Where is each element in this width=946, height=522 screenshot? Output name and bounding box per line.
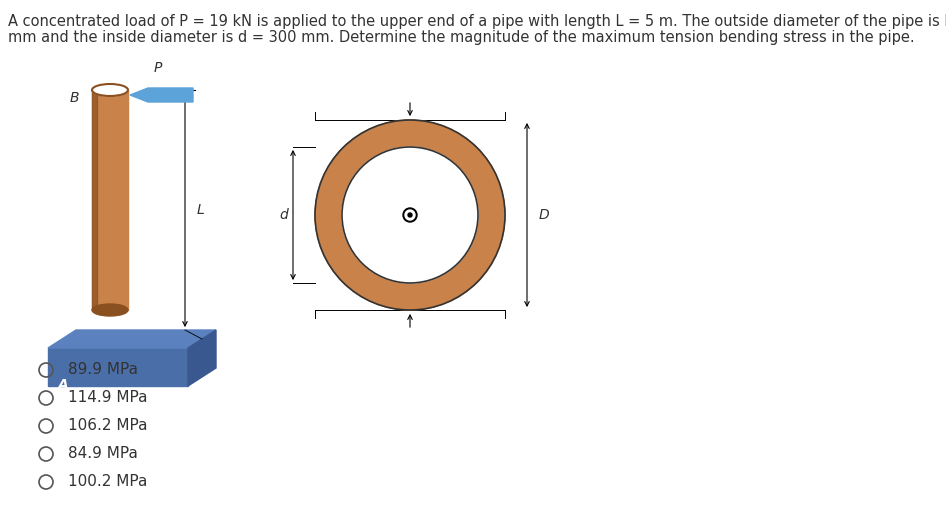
Text: A: A [58, 378, 69, 392]
Text: A concentrated load of P = 19 kN is applied to the upper end of a pipe with leng: A concentrated load of P = 19 kN is appl… [8, 14, 946, 29]
Text: y: y [415, 144, 422, 157]
Text: 89.9 MPa: 89.9 MPa [68, 362, 138, 377]
Ellipse shape [92, 84, 128, 96]
Ellipse shape [92, 304, 128, 316]
Circle shape [405, 210, 415, 220]
Text: z: z [352, 197, 359, 210]
Circle shape [342, 147, 478, 283]
FancyArrow shape [130, 88, 193, 102]
Text: mm and the inside diameter is d = 300 mm. Determine the magnitude of the maximum: mm and the inside diameter is d = 300 mm… [8, 30, 915, 45]
Polygon shape [48, 348, 188, 386]
Text: P: P [154, 61, 162, 75]
Polygon shape [92, 90, 128, 310]
Text: 100.2 MPa: 100.2 MPa [68, 474, 148, 490]
Polygon shape [188, 330, 216, 386]
Polygon shape [48, 330, 216, 348]
Text: B: B [70, 91, 79, 105]
Text: L: L [197, 203, 204, 217]
Text: 114.9 MPa: 114.9 MPa [68, 390, 148, 406]
Text: 106.2 MPa: 106.2 MPa [68, 419, 148, 433]
Circle shape [408, 213, 412, 217]
Circle shape [403, 208, 417, 222]
Polygon shape [92, 90, 97, 310]
Text: D: D [539, 208, 550, 222]
Text: d: d [279, 208, 288, 222]
Circle shape [315, 120, 505, 310]
Text: 84.9 MPa: 84.9 MPa [68, 446, 138, 461]
